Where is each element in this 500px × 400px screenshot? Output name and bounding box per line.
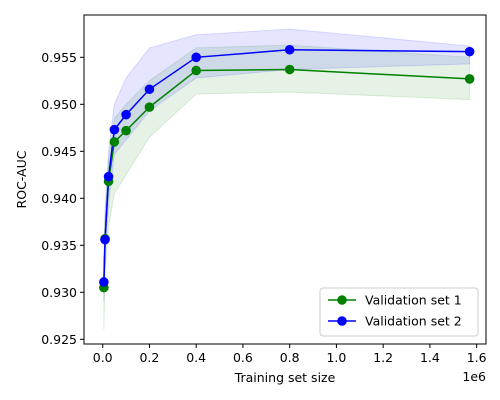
x-axis-offset-label: 1e6 [462, 369, 486, 384]
y-tick-label: 0.930 [41, 285, 77, 300]
data-point-series-2 [285, 45, 294, 54]
y-tick-label: 0.935 [41, 238, 77, 253]
x-axis-ticks: 0.0 0.2 0.4 0.6 0.8 1.0 1.2 1.4 1.6 [93, 344, 487, 365]
x-tick-label: 1.4 [420, 350, 440, 365]
x-tick-label: 0.6 [233, 350, 253, 365]
y-axis-ticks: 0.925 0.930 0.935 0.940 0.945 0.950 0.955 [41, 50, 84, 347]
x-tick-label: 0.4 [186, 350, 206, 365]
y-tick-label: 0.950 [41, 97, 77, 112]
data-point-series-2 [192, 53, 201, 62]
data-point-series-1 [145, 103, 154, 112]
y-axis-label: ROC-AUC [14, 150, 29, 208]
y-tick-label: 0.955 [41, 50, 77, 65]
data-point-series-1 [122, 126, 131, 135]
legend-marker-series-1 [338, 296, 347, 305]
legend: Validation set 1 Validation set 2 [320, 288, 478, 336]
legend-label-series-2: Validation set 2 [365, 314, 462, 329]
confidence-bands [104, 29, 470, 330]
x-axis-label: Training set size [234, 370, 336, 385]
data-point-series-1 [285, 65, 294, 74]
data-point-series-2 [101, 235, 110, 244]
y-tick-label: 0.945 [41, 144, 77, 159]
x-tick-label: 0.2 [139, 350, 159, 365]
data-point-series-2 [145, 85, 154, 94]
x-tick-label: 0.8 [280, 350, 300, 365]
x-tick-label: 1.2 [373, 350, 393, 365]
x-tick-label: 1.0 [326, 350, 346, 365]
y-tick-label: 0.925 [41, 332, 77, 347]
data-point-series-2 [110, 125, 119, 134]
y-tick-label: 0.940 [41, 191, 77, 206]
data-point-series-2 [122, 110, 131, 119]
data-point-series-1 [110, 138, 119, 147]
data-point-series-2 [465, 47, 474, 56]
data-point-series-1 [465, 75, 474, 84]
legend-marker-series-2 [338, 317, 347, 326]
x-tick-label: 0.0 [93, 350, 113, 365]
data-point-series-2 [104, 172, 113, 181]
legend-label-series-1: Validation set 1 [365, 293, 462, 308]
data-point-series-1 [192, 66, 201, 75]
data-point-series-2 [100, 278, 109, 287]
x-tick-label: 1.6 [467, 350, 487, 365]
